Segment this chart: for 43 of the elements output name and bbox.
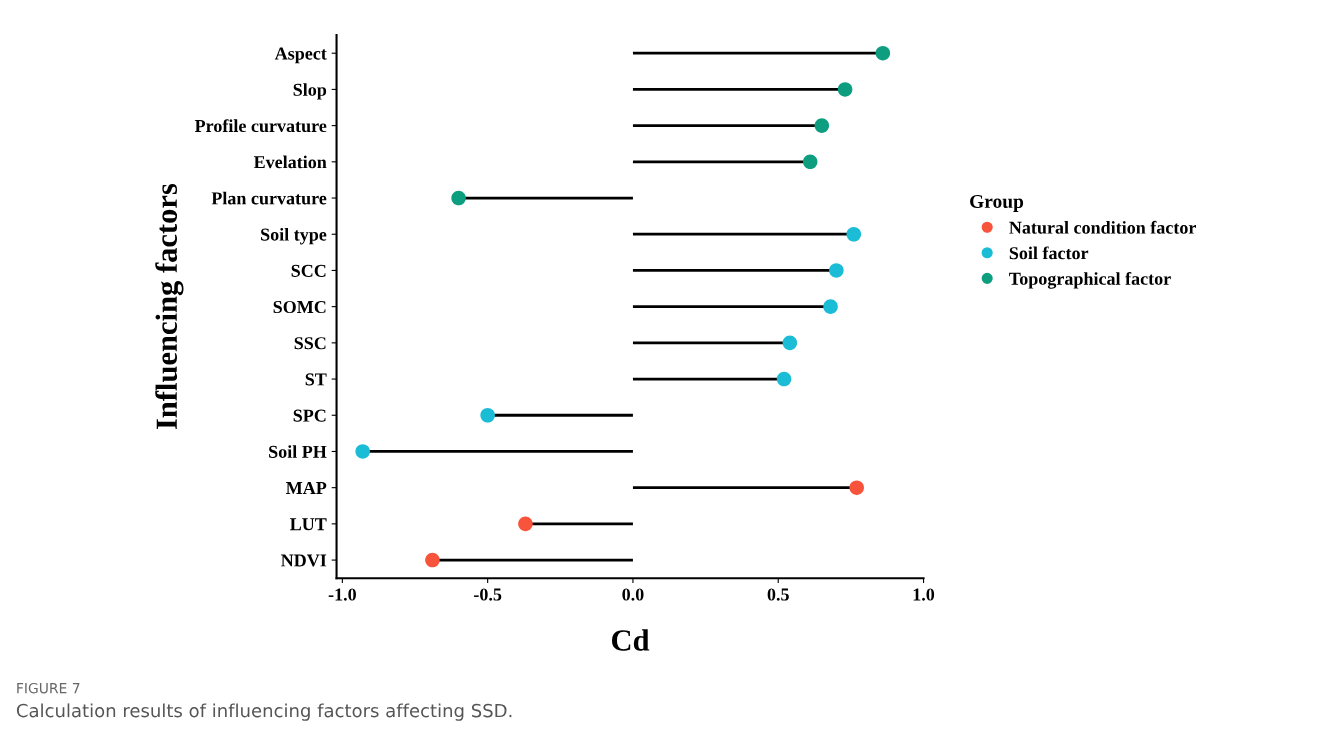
point [782,335,798,351]
point [355,444,370,459]
y-tick-label: SSC [294,337,326,350]
y-tick-label: NDVI [281,554,327,567]
x-axis-title: Cd [612,629,650,651]
y-tick-label: MAP [286,482,327,494]
point [776,371,792,387]
legend-title: Group [970,194,1024,212]
point [480,407,495,423]
y-tick-label: Slop [293,83,327,100]
y-tick-label: SPC [293,409,326,422]
y-tick-label: Soil PH [269,445,327,458]
y-axis-title: Influencing factors [155,183,184,430]
point [802,154,818,170]
y-tick-label: Evelation [253,155,327,169]
text: Calculation results of influencing factors affecting SSD. [16,703,512,721]
y-tick-label: ST [305,373,327,386]
point [846,226,862,242]
x-tick-label: 0.0 [622,588,644,601]
point [425,552,440,568]
y-tick-label: Plan curvature [211,191,327,205]
y-tick-label: Aspect [274,47,327,64]
x-tick-label: 0.5 [767,588,789,601]
point [875,45,891,61]
legend-label: Topographical factor [1009,271,1171,289]
point [814,118,830,133]
point [849,480,864,495]
x-tick-label: 1.0 [913,588,935,601]
point [829,263,844,278]
x-tick-label: -1.0 [328,588,356,601]
x-tick-label: -0.5 [474,588,502,601]
point [837,82,853,97]
point [823,299,838,314]
y-tick-label: Profile curvature [194,119,327,133]
y-tick-label: Soil type [261,227,327,245]
y-tick-label: LUT [290,518,327,531]
caption: FIGURE 7 [17,682,80,694]
legend-label: Natural condition factor [1009,220,1197,234]
y-tick-label: SCC [291,264,326,277]
point [518,516,533,532]
point [451,190,466,206]
y-tick-label: SOMC [273,300,326,314]
legend-label: Soil factor [1009,246,1089,260]
